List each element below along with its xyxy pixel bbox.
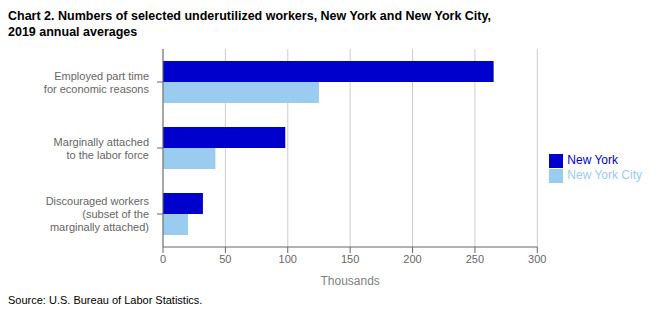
svg-text:Thousands: Thousands: [320, 274, 379, 288]
svg-text:100: 100: [279, 253, 297, 265]
html-text:2019 annual averages: 2019 annual averages: [8, 25, 138, 39]
svg-text:0: 0: [160, 253, 166, 265]
svg-text:300: 300: [528, 253, 546, 265]
html-text:Chart 2. Numbers of selected u: Chart 2. Numbers of selected underutiliz…: [8, 9, 491, 23]
html-text:Source: U.S. Bureau of Labor S: Source: U.S. Bureau of Labor Statistics.: [8, 294, 203, 306]
svg-text:50: 50: [219, 253, 231, 265]
svg-text:Discouraged workers(subset of: Discouraged workers(subset of themargina…: [46, 195, 150, 233]
svg-text:250: 250: [466, 253, 484, 265]
svg-text:Employed part timefor economic: Employed part timefor economic reasons: [44, 70, 150, 95]
html-text:New York: New York: [567, 153, 618, 168]
svg-text:150: 150: [341, 253, 359, 265]
html-text:New York City: New York City: [567, 168, 642, 182]
svg-text:200: 200: [403, 253, 421, 265]
svg-text:Marginally attachedto the labo: Marginally attachedto the labor force: [54, 136, 149, 161]
